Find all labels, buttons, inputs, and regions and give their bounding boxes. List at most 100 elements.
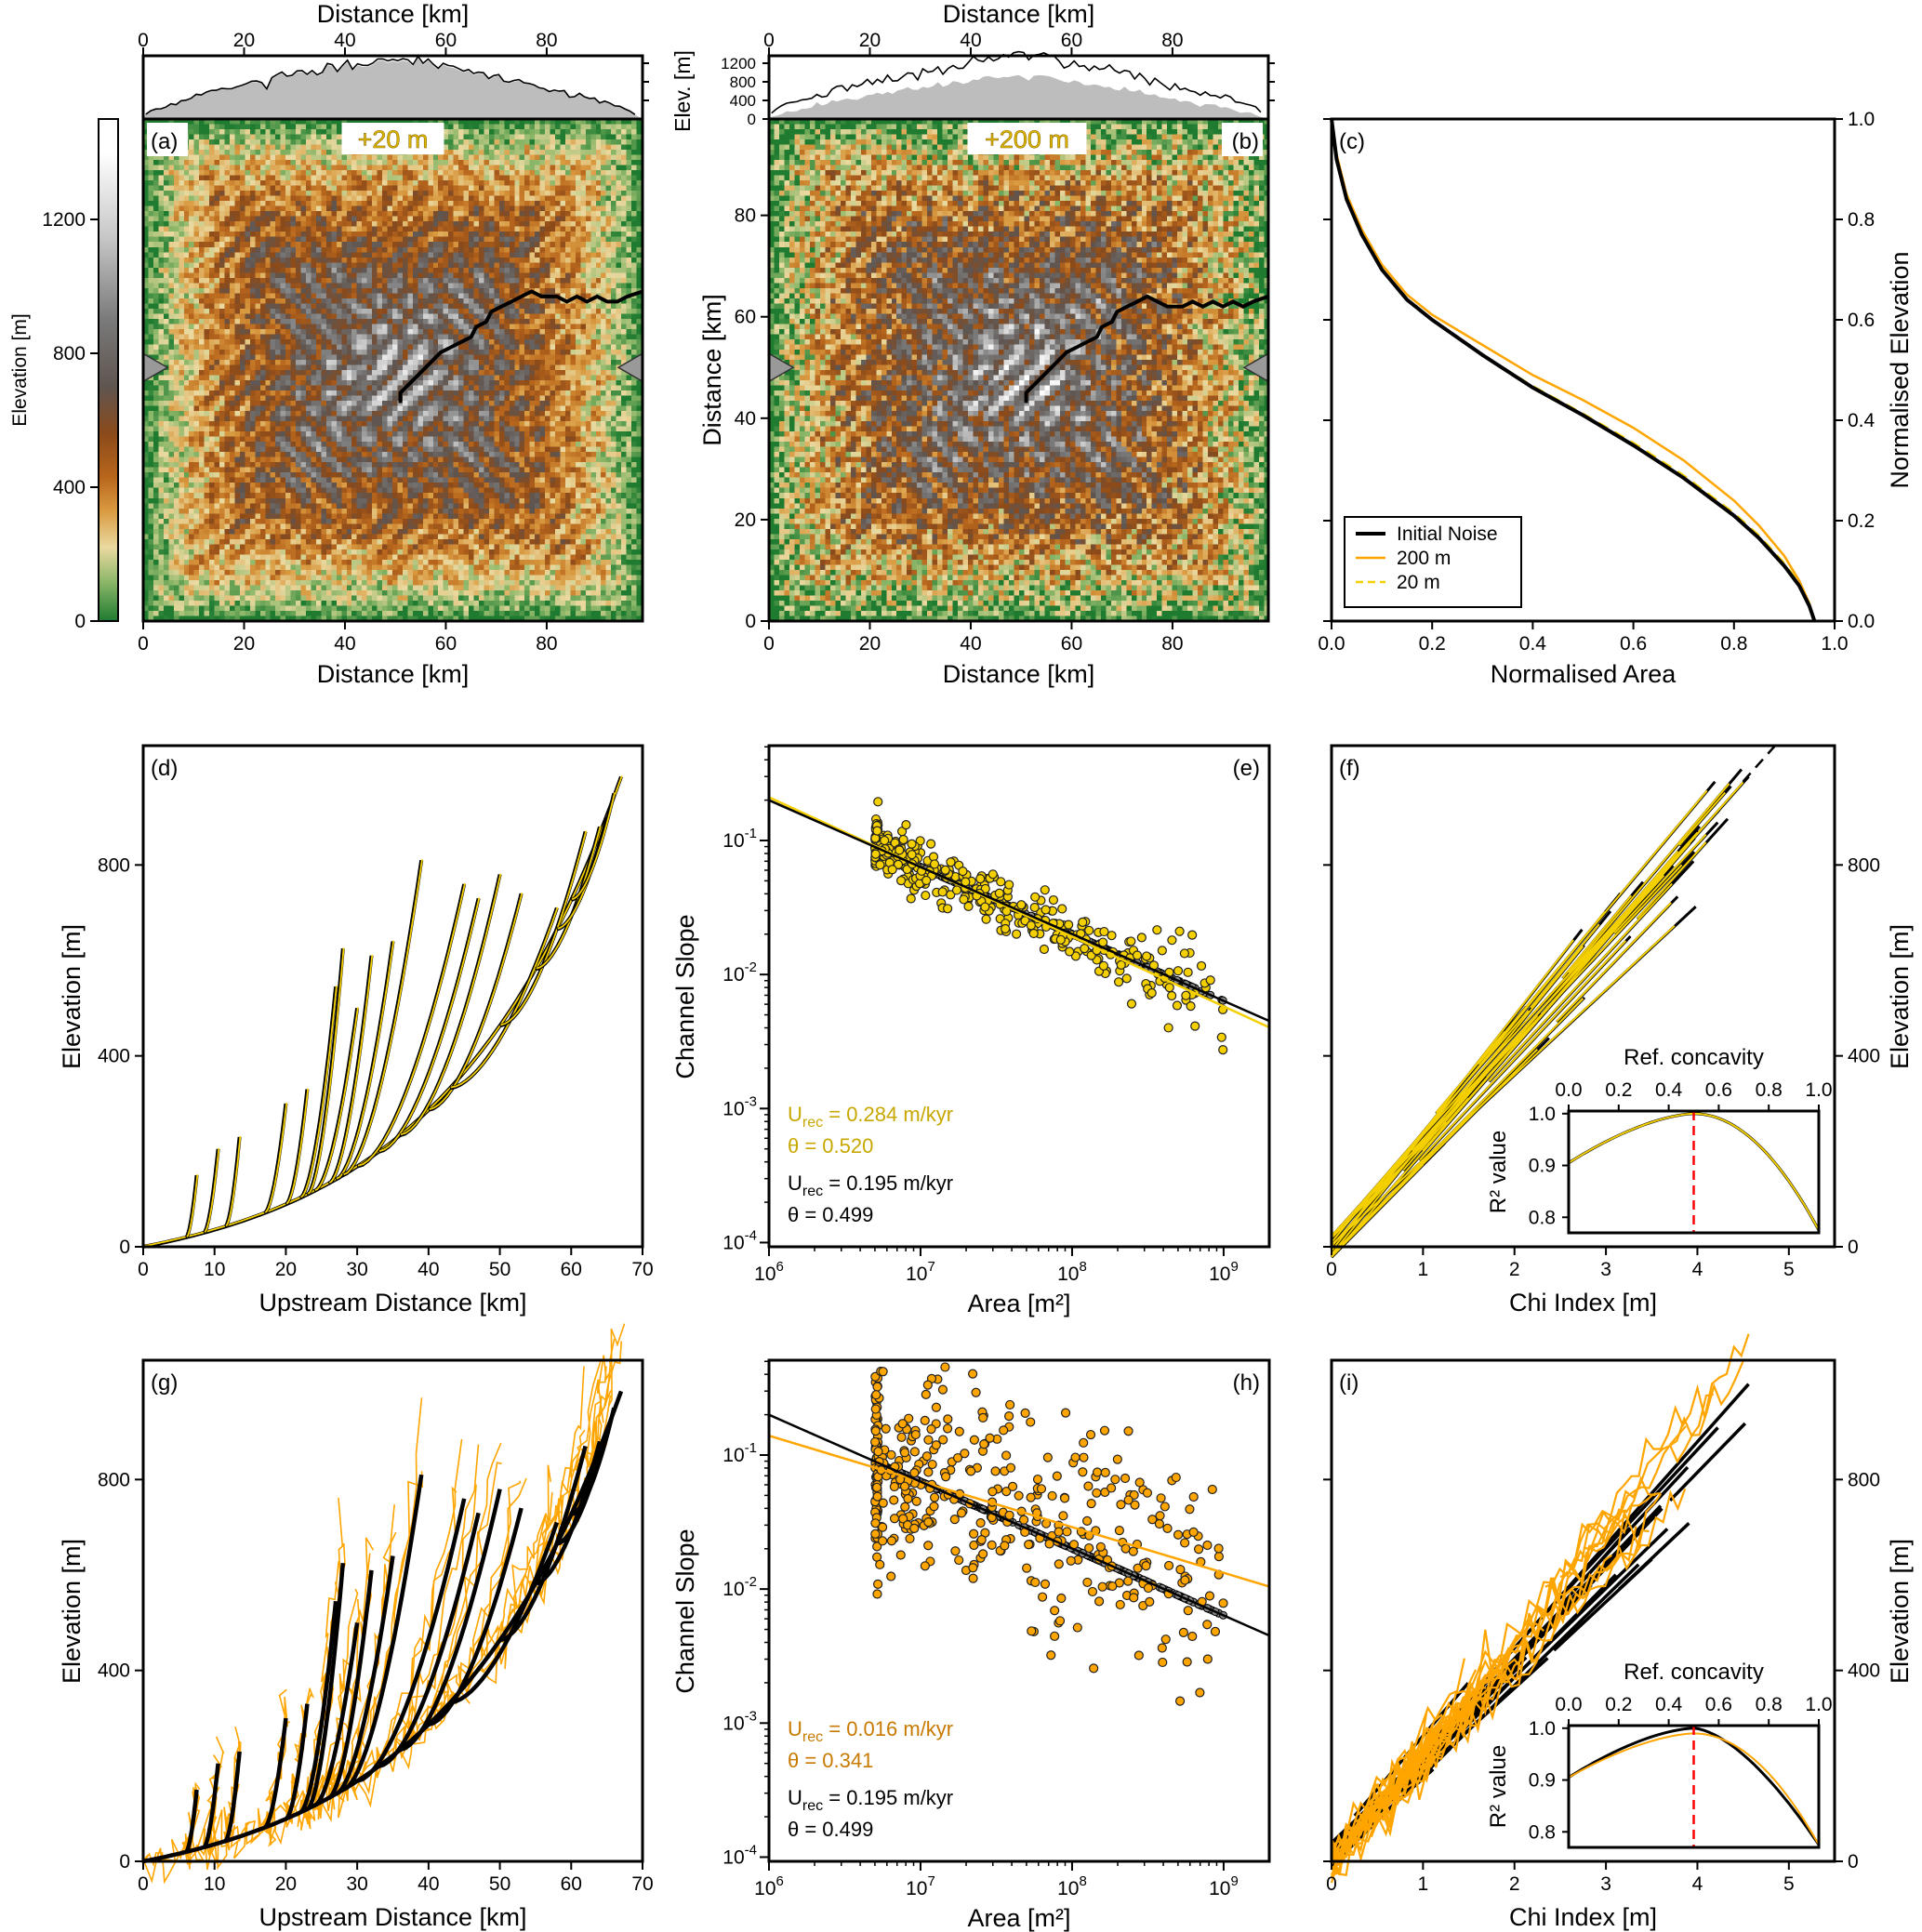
tick-label: 108 [1057, 1873, 1087, 1899]
noise-data-point [1042, 1452, 1053, 1462]
label-part: = 0.195 m/kyr [823, 1786, 953, 1809]
noisy-channel-profile [449, 1464, 551, 1704]
tick-base: 10 [906, 1878, 927, 1899]
noise-data-point [1128, 1546, 1138, 1556]
noise-data-point [1216, 1032, 1226, 1042]
noise-data-point [889, 1481, 899, 1492]
noise-data-point [1046, 1650, 1056, 1661]
tick-base: 10 [722, 1846, 744, 1868]
tick-base: 10 [1057, 1264, 1079, 1285]
panel-label-background [1222, 123, 1263, 156]
tick-base: 10 [906, 1264, 927, 1285]
noise-data-point [943, 1414, 953, 1424]
noise-data-point [875, 1559, 885, 1569]
noise-data-point [1213, 1552, 1225, 1562]
noise-data-point [1001, 923, 1011, 934]
tick-base: 10 [754, 1878, 775, 1899]
noise-data-point [922, 1380, 933, 1390]
tick-label: 0.0 [1555, 1079, 1582, 1101]
noise-data-point [1004, 1411, 1014, 1422]
tick-label: 10-1 [722, 1440, 757, 1466]
noise-data-point [1085, 1429, 1096, 1440]
tick-label: 1.0 [1529, 1104, 1556, 1125]
noise-data-point [1126, 999, 1137, 1009]
chi-profile-noise [1331, 1120, 1447, 1239]
tick-label: 80 [536, 30, 557, 51]
tick-label: 2 [1509, 1873, 1520, 1895]
smoothed-channel-profile [378, 897, 481, 1152]
noise-data-point [1050, 1606, 1060, 1616]
axis-title: Chi Index [m] [1509, 1903, 1657, 1931]
noise-data-point [1059, 1493, 1070, 1503]
noise-data-point [1204, 1591, 1215, 1601]
tick-label: 60 [735, 307, 756, 328]
noise-data-point [1070, 1452, 1080, 1462]
tick-label: 108 [1057, 1259, 1087, 1285]
tick-exponent: 6 [776, 1873, 784, 1889]
tick-label: 20 [859, 30, 881, 51]
noise-data-point [1178, 1627, 1188, 1638]
tick-base: 10 [1209, 1264, 1230, 1285]
map-frame [767, 117, 1270, 623]
noise-data-point [1160, 1502, 1170, 1512]
tick-exponent: 9 [1230, 1259, 1238, 1275]
noise-data-point [1001, 1450, 1012, 1461]
noise-data-point [999, 1425, 1009, 1436]
tributary-profile [449, 1521, 560, 1705]
tick-label: 10 [204, 1259, 225, 1280]
noise-data-point [1041, 905, 1051, 915]
tributary-profile [285, 1703, 310, 1821]
noise-data-point [969, 1435, 979, 1445]
noise-data-point [976, 1535, 987, 1545]
noise-data-point [1182, 1657, 1192, 1667]
noise-data-point [926, 839, 936, 849]
tributary-profile [263, 1717, 288, 1830]
tick-exponent: -3 [745, 1093, 757, 1109]
tributary-profile [223, 1136, 242, 1228]
noise-data-point [1121, 973, 1132, 984]
noise-data-point [1134, 1477, 1145, 1488]
tick-label: 800 [1848, 854, 1880, 876]
tick-label: 20 [859, 633, 881, 655]
tick-label: 0 [138, 30, 149, 51]
noise-data-point [1162, 1523, 1173, 1533]
tributary-profile [428, 1507, 524, 1727]
tributary-profile [535, 1440, 603, 1586]
noise-data-point [1055, 934, 1066, 945]
axes-frame [141, 744, 644, 1249]
tick-label: 0.0 [1555, 1694, 1582, 1715]
noise-annotation: +200 m [985, 126, 1069, 153]
tick-label: 400 [1848, 1046, 1880, 1067]
tick-base: 10 [722, 964, 744, 986]
noise-data-point [1155, 1511, 1165, 1521]
noise-data-point [1082, 1577, 1093, 1588]
tick-label: 0 [1326, 1873, 1337, 1895]
noise-data-point [1154, 1518, 1165, 1529]
noise-data-point [923, 1517, 934, 1528]
tick-label: 60 [561, 1873, 582, 1895]
tick-label: 400 [98, 1661, 130, 1682]
concavity-label: θ = 0.341 [788, 1749, 873, 1772]
noise-data-point [978, 1412, 988, 1423]
tick-label: 20 [275, 1873, 297, 1895]
noise-data-point [1026, 1492, 1036, 1502]
tick-label: 20 [735, 509, 756, 531]
tick-exponent: -3 [745, 1708, 757, 1724]
noise-data-point [990, 1466, 1001, 1476]
noise-data-point [1158, 1657, 1168, 1668]
smoothed-channel-profile [450, 906, 559, 1089]
noise-data-point [1026, 1417, 1036, 1427]
tributary-profile [356, 1498, 467, 1783]
tick-label: 400 [730, 92, 756, 110]
tick-label: 50 [489, 1873, 510, 1895]
colorbar-label: Elevation [m] [9, 313, 31, 426]
noise-data-point [1107, 931, 1117, 941]
noise-data-point [949, 1515, 960, 1525]
plot-area [869, 1362, 1228, 1706]
tick-label: 2 [1509, 1259, 1520, 1280]
elevation-profile-line [145, 55, 636, 115]
concavity-label: θ = 0.499 [788, 1818, 873, 1841]
tick-label: 0.8 [1529, 1207, 1556, 1228]
noise-data-point [1050, 1631, 1060, 1641]
panel-label-background [147, 123, 188, 156]
